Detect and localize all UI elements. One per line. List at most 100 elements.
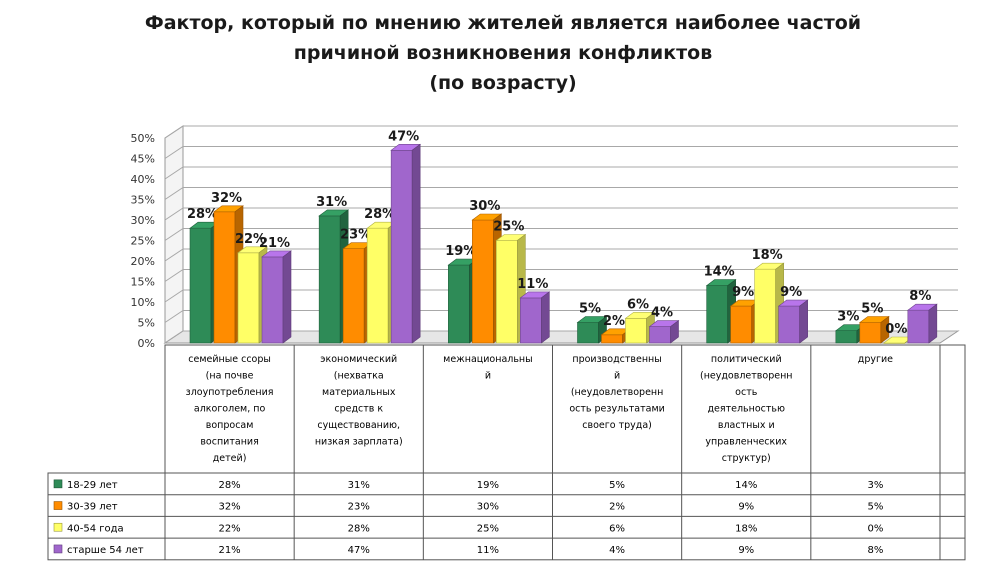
bar-front xyxy=(318,215,341,344)
bar xyxy=(624,311,656,344)
data-label: 5% xyxy=(861,302,883,317)
y-tick-label: 25% xyxy=(131,235,155,248)
data-label: 9% xyxy=(780,285,802,300)
bar-front xyxy=(625,318,647,344)
legend-swatch xyxy=(53,479,63,489)
bar-front xyxy=(754,268,776,344)
legend-label: 30-39 лет xyxy=(67,502,118,513)
gridline xyxy=(164,330,958,344)
data-label: 18% xyxy=(752,248,783,263)
table-header-box xyxy=(164,344,966,474)
bar-side xyxy=(541,291,550,344)
category-label: злоупотребления xyxy=(186,387,274,398)
data-label: 22% xyxy=(235,232,266,247)
legend-swatch xyxy=(53,544,63,554)
table-cell: 25% xyxy=(477,523,499,534)
table-cell: 4% xyxy=(609,545,625,556)
category-label: властных и xyxy=(718,420,775,431)
category-label: средств к xyxy=(334,404,383,415)
data-label: 28% xyxy=(187,207,218,222)
data-label: 25% xyxy=(493,220,524,235)
table-cell: 22% xyxy=(218,523,240,534)
category-label: своего труда) xyxy=(582,420,652,431)
category-label: производственны xyxy=(572,354,661,365)
category-label: й xyxy=(485,371,491,382)
data-label: 32% xyxy=(211,191,242,206)
bar-front xyxy=(601,334,623,344)
bar-front xyxy=(520,297,542,344)
bar-front xyxy=(366,227,389,344)
table-cell: 28% xyxy=(348,523,370,534)
bar xyxy=(519,291,551,344)
y-tick-label: 20% xyxy=(131,255,155,268)
data-label: 21% xyxy=(259,236,290,251)
category-label: (на почве xyxy=(206,371,254,382)
bar-side xyxy=(880,315,890,344)
data-label: 28% xyxy=(364,207,395,222)
table-cell: 19% xyxy=(477,480,499,491)
category-label: деятельностью xyxy=(707,404,785,415)
category-label: ость xyxy=(735,387,758,398)
legend-swatch xyxy=(53,501,63,510)
bar-front xyxy=(472,219,494,344)
category-label: структур) xyxy=(722,453,771,464)
bar-front xyxy=(390,150,413,344)
chart-title-line-1: Фактор, который по мнению жителей являет… xyxy=(144,12,862,34)
y-tick-label: 5% xyxy=(138,317,155,330)
y-tick-label: 40% xyxy=(131,173,155,186)
data-label: 2% xyxy=(603,314,625,329)
table-cell: 23% xyxy=(348,502,370,513)
gridline xyxy=(164,228,958,241)
legend-label: 18-29 лет xyxy=(67,480,118,491)
data-label: 23% xyxy=(340,228,371,243)
bar-front xyxy=(706,285,728,344)
bar-front xyxy=(189,227,212,344)
gridline xyxy=(164,269,958,282)
table-cell: 11% xyxy=(477,545,499,556)
category-label: материальных xyxy=(322,387,396,398)
table-cell: 5% xyxy=(867,502,883,513)
bar xyxy=(906,303,938,344)
bar-front xyxy=(778,305,800,344)
table-cell: 32% xyxy=(218,502,240,513)
category-label: ость результатами xyxy=(569,404,664,415)
table-cell: 8% xyxy=(867,545,883,556)
y-tick-label: 50% xyxy=(131,132,155,145)
gridline xyxy=(164,187,958,200)
gridline xyxy=(164,146,958,159)
chart-title-line-2: причиной возникновения конфликтов xyxy=(293,42,713,64)
data-label: 30% xyxy=(469,199,500,214)
legend-label: 40-54 года xyxy=(67,523,124,534)
gridline xyxy=(164,166,958,180)
category-label: вопросам xyxy=(206,420,254,431)
bar-side xyxy=(670,320,679,344)
bar xyxy=(261,250,292,344)
data-label: 8% xyxy=(909,289,931,304)
data-label: 31% xyxy=(316,195,347,210)
data-label: 11% xyxy=(517,277,548,292)
bar-front xyxy=(649,326,671,344)
bar-side xyxy=(928,303,938,344)
table-cell: 30% xyxy=(477,502,499,513)
bar-front xyxy=(577,322,599,344)
chart-title: Фактор, который по мнению жителей являет… xyxy=(0,8,1006,98)
table-cell: 31% xyxy=(348,480,370,491)
bar xyxy=(648,320,680,344)
data-label: 14% xyxy=(704,265,735,280)
bar-front xyxy=(261,256,284,344)
category-label: управленческих xyxy=(705,437,787,448)
category-label: экономический xyxy=(320,354,397,365)
data-label: 47% xyxy=(388,129,419,144)
gridline xyxy=(164,207,958,221)
gridline xyxy=(164,310,958,323)
bar xyxy=(576,315,608,344)
table-cell: 47% xyxy=(348,545,370,556)
table-cell: 0% xyxy=(867,523,883,534)
gridline xyxy=(164,248,958,262)
bar xyxy=(858,315,890,344)
data-label: 5% xyxy=(579,302,601,317)
data-label: 3% xyxy=(837,310,859,325)
table-cell: 18% xyxy=(735,523,757,534)
bar-front xyxy=(496,240,518,344)
table-cell: 2% xyxy=(609,502,625,513)
